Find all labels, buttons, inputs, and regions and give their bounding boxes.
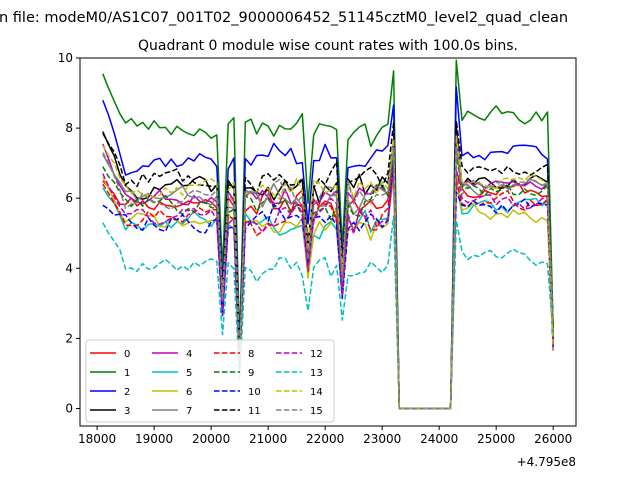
- figure-suptitle: n file: modeM0/AS1C07_001T02_9000006452_…: [0, 10, 568, 26]
- x-tick-label-24000: 24000: [420, 432, 458, 446]
- legend-label-8: 8: [248, 349, 254, 360]
- x-tick-label-26000: 26000: [534, 432, 572, 446]
- plot-frame: [79, 57, 577, 427]
- legend-label-4: 4: [186, 349, 192, 360]
- x-axis-offset-label: +4.795e8: [517, 455, 576, 469]
- legend-label-9: 9: [248, 368, 254, 379]
- series-line-2: [102, 86, 554, 410]
- chart-title: Quadrant 0 module wise count rates with …: [138, 38, 518, 54]
- series-line-13: [102, 215, 554, 410]
- series-line-11: [102, 119, 554, 410]
- series-line-6: [102, 175, 554, 410]
- x-tick-label-25000: 25000: [477, 432, 515, 446]
- y-tick-label-10: 10: [58, 51, 73, 65]
- series-line-15: [102, 145, 554, 410]
- legend-label-6: 6: [186, 387, 192, 398]
- x-tick-label-22000: 22000: [306, 432, 344, 446]
- legend-label-3: 3: [124, 406, 130, 417]
- y-axis: 0 2 4 6 8 10: [58, 51, 80, 415]
- y-tick-label-0: 0: [65, 401, 73, 415]
- legend-label-7: 7: [186, 406, 192, 417]
- legend-label-5: 5: [186, 368, 192, 379]
- series-line-12: [102, 168, 554, 410]
- legend-label-13: 13: [310, 368, 323, 379]
- x-tick-label-18000: 18000: [78, 432, 116, 446]
- series-line-3: [102, 125, 554, 410]
- series-layer: [102, 59, 554, 410]
- legend-label-10: 10: [248, 387, 261, 398]
- y-tick-label-2: 2: [65, 331, 73, 345]
- series-line-10: [102, 163, 554, 410]
- x-tick-label-19000: 19000: [135, 432, 173, 446]
- x-tick-label-20000: 20000: [192, 432, 230, 446]
- y-tick-label-6: 6: [65, 191, 73, 205]
- series-line-1: [102, 59, 554, 410]
- legend-label-0: 0: [124, 349, 130, 360]
- x-tick-label-23000: 23000: [363, 432, 401, 446]
- x-tick-label-21000: 21000: [249, 432, 287, 446]
- x-axis: 18000 19000 20000 21000 22000 23000 24000 25000…: [78, 426, 572, 446]
- legend-label-15: 15: [310, 406, 323, 417]
- legend-label-1: 1: [124, 368, 130, 379]
- y-tick-label-8: 8: [65, 121, 73, 135]
- legend-label-12: 12: [310, 349, 323, 360]
- legend-label-11: 11: [248, 406, 261, 417]
- legend-label-14: 14: [310, 387, 323, 398]
- y-tick-label-4: 4: [65, 261, 73, 275]
- legend-box: [85, 339, 335, 423]
- legend-label-2: 2: [124, 387, 130, 398]
